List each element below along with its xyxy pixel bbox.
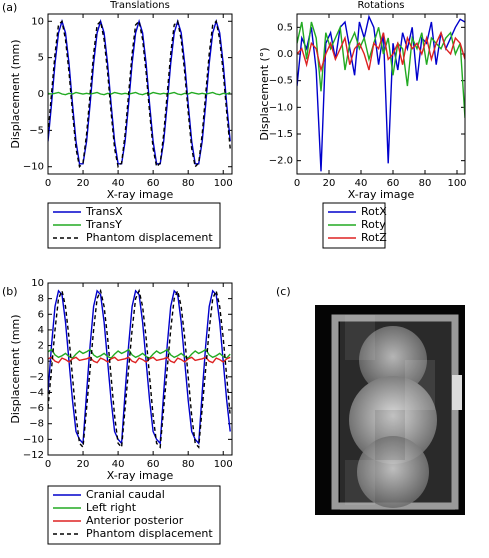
y-tick-label: 4 [38,325,44,336]
x-tick-label: 0 [45,178,51,189]
y-tick-label: −2 [29,372,44,383]
y-tick-label: 2 [38,341,44,352]
x-tick-label: 20 [77,178,90,189]
x-axis-label: X-ray image [107,469,174,482]
series-line [48,19,231,169]
plot-frame [47,282,233,456]
y-tick-label: −8 [29,419,44,430]
x-tick-label: 100 [214,459,233,470]
y-tick-label: 8 [38,294,44,305]
series-line [48,18,231,165]
y-tick-label: 0.5 [277,22,293,33]
y-tick-label: −10 [23,162,44,173]
x-tick-label: 80 [419,178,432,189]
legend-label: Left right [86,501,137,514]
y-tick-label: −1.5 [269,129,293,140]
x-tick-label: 60 [147,178,160,189]
y-tick-label: 6 [38,309,44,320]
y-tick-label: −2.0 [269,156,293,167]
chart: Rotations 0 20 40 60 80 100 −2.0 −1.5 −1.0 −0.5 0.0… [258,0,467,249]
series-line [297,14,465,172]
x-tick-label: 60 [147,459,160,470]
chart-title: Rotations [357,0,404,11]
legend-label: Roty [361,218,386,231]
legend-label: RotZ [361,231,387,244]
x-tick-label: 60 [387,178,400,189]
legend-label: TransX [85,205,123,218]
y-tick-label: −6 [29,403,44,414]
plot-frame [296,13,466,175]
x-tick-label: 0 [294,178,300,189]
y-tick-label: −0.5 [269,76,293,87]
x-axis-label: X-ray image [107,188,174,201]
y-tick-label: 10 [31,278,44,289]
y-tick-label: −12 [23,450,44,461]
series-line [48,356,231,364]
legend-label: TransY [85,218,122,231]
x-tick-label: 40 [355,178,368,189]
legend-label: Phantom displacement [86,231,213,244]
y-tick-label: −4 [29,387,44,398]
legend-label: RotX [361,205,387,218]
legend-label: Phantom displacement [86,527,213,540]
y-tick-label: −5 [29,125,44,136]
x-tick-label: 20 [323,178,336,189]
y-axis-label: Displacement (°) [258,47,271,140]
y-tick-label: 10 [31,16,44,27]
chart: Translations 0 20 40 60 80 100 −10 −5 0 5 10 X-ray i… [9,0,233,249]
phantom-image [315,305,465,515]
series-line [48,288,231,449]
legend-label: Anterior posterior [86,514,184,527]
x-tick-label: 100 [214,178,233,189]
x-tick-label: 80 [182,459,195,470]
x-tick-label: 40 [112,459,125,470]
y-axis-label: Displacement (mm) [9,39,22,148]
chart-title: Translations [109,0,170,11]
y-tick-label: 0 [38,356,44,367]
series-line [48,348,231,359]
plot-frame [47,13,233,175]
x-tick-label: 100 [447,178,466,189]
panel-label: (a) [2,1,17,14]
x-tick-label: 80 [182,178,195,189]
y-tick-label: 0.0 [277,49,293,60]
x-axis-label: X-ray image [348,188,415,201]
x-tick-label: 0 [45,459,51,470]
legend-label: Cranial caudal [86,488,165,501]
panel-label: (b) [2,285,18,298]
y-tick-label: 0 [38,89,44,100]
chart: 0 20 40 60 80 100 −12 −10 −8 −6 −4 −2 0 2 4 6 8 10 X-ray i… [9,278,233,545]
y-tick-label: −1.0 [269,102,293,113]
x-tick-label: 20 [77,459,90,470]
series-line [297,30,465,73]
series-line [48,91,231,96]
panel-label: (c) [276,285,291,298]
y-axis-label: Displacement (mm) [9,314,22,423]
y-tick-label: −10 [23,434,44,445]
y-tick-label: 5 [38,53,44,64]
x-tick-label: 40 [112,178,125,189]
